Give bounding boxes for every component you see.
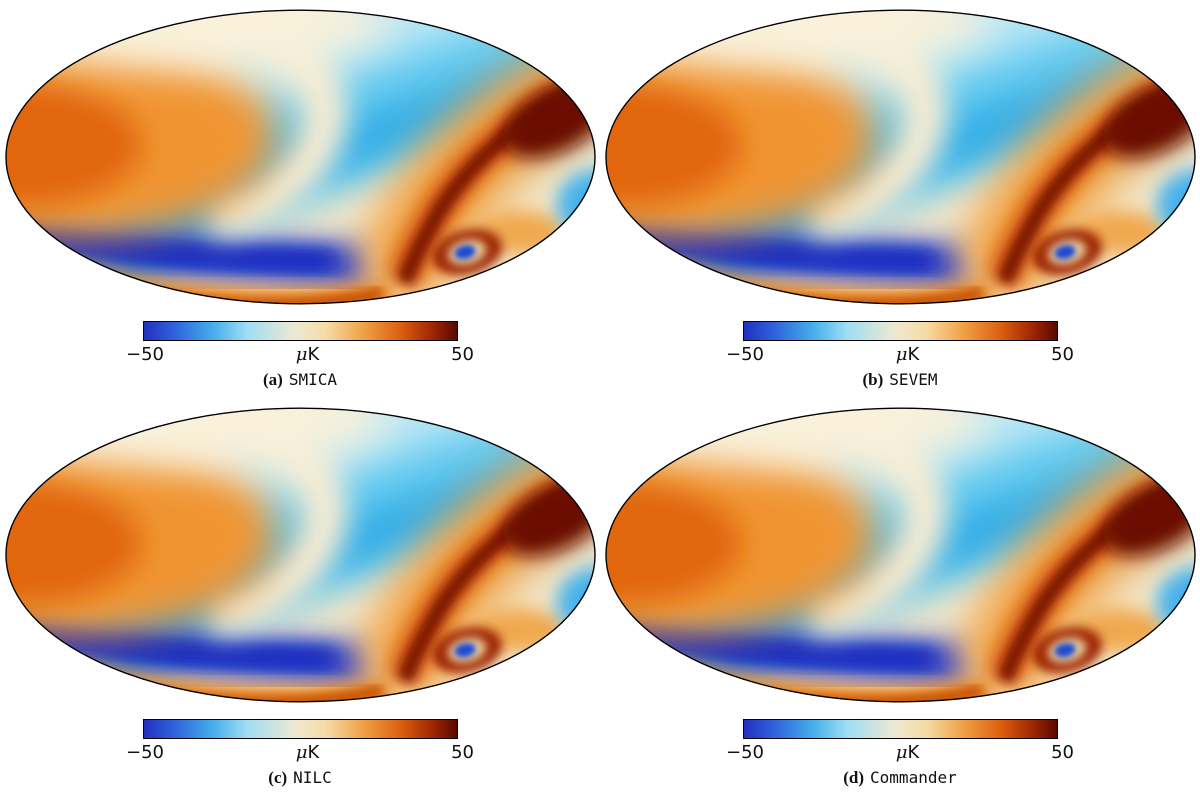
colorbar-block: −50 μK 50 <box>126 719 474 763</box>
colorbar-max-label: 50 <box>451 742 474 763</box>
panel-commander: −50 μK 50 (d) Commander <box>600 406 1200 788</box>
colorbar-max-label: 50 <box>1051 344 1074 365</box>
colorbar-max-label: 50 <box>451 344 474 365</box>
colorbar-max-label: 50 <box>1051 742 1074 763</box>
panel-caption-nilc: (c) NILC <box>268 768 331 788</box>
sky-map-commander <box>603 406 1198 704</box>
caption-index: (d) <box>843 768 865 787</box>
colorbar-min-label: −50 <box>726 344 764 365</box>
panel-sevem: −50 μK 50 (b) SEVEM <box>600 8 1200 390</box>
colorbar-block: −50 μK 50 <box>126 321 474 365</box>
sky-map-smica <box>3 8 598 306</box>
colorbar-block: −50 μK 50 <box>726 321 1074 365</box>
colorbar-commander <box>742 719 1058 739</box>
panel-nilc: −50 μK 50 (c) NILC <box>0 406 600 788</box>
sky-map-nilc <box>3 406 598 704</box>
caption-method: SEVEM <box>889 370 938 389</box>
colorbar-block: −50 μK 50 <box>726 719 1074 763</box>
colorbar-unit-label: μK <box>295 742 320 763</box>
caption-index: (a) <box>263 370 283 389</box>
caption-index: (c) <box>268 768 288 787</box>
colorbar-nilc <box>142 719 458 739</box>
caption-method: NILC <box>293 768 332 787</box>
caption-method: Commander <box>870 768 957 787</box>
colorbar-min-label: −50 <box>126 742 164 763</box>
panel-caption-commander: (d) Commander <box>843 768 956 788</box>
colorbar-unit-label: μK <box>895 742 920 763</box>
caption-method: SMICA <box>288 370 337 389</box>
panel-smica: −50 μK 50 (a) SMICA <box>0 8 600 390</box>
colorbar-unit-label: μK <box>295 344 320 365</box>
panel-caption-smica: (a) SMICA <box>263 370 337 390</box>
caption-index: (b) <box>862 370 884 389</box>
colorbar-sevem <box>742 321 1058 341</box>
sky-map-sevem <box>603 8 1198 306</box>
colorbar-min-label: −50 <box>726 742 764 763</box>
figure-grid: −50 μK 50 (a) SMICA −50 μK 50 (b) SEVEM <box>0 0 1200 788</box>
colorbar-unit-label: μK <box>895 344 920 365</box>
colorbar-smica <box>142 321 458 341</box>
panel-caption-sevem: (b) SEVEM <box>863 370 938 390</box>
colorbar-min-label: −50 <box>126 344 164 365</box>
